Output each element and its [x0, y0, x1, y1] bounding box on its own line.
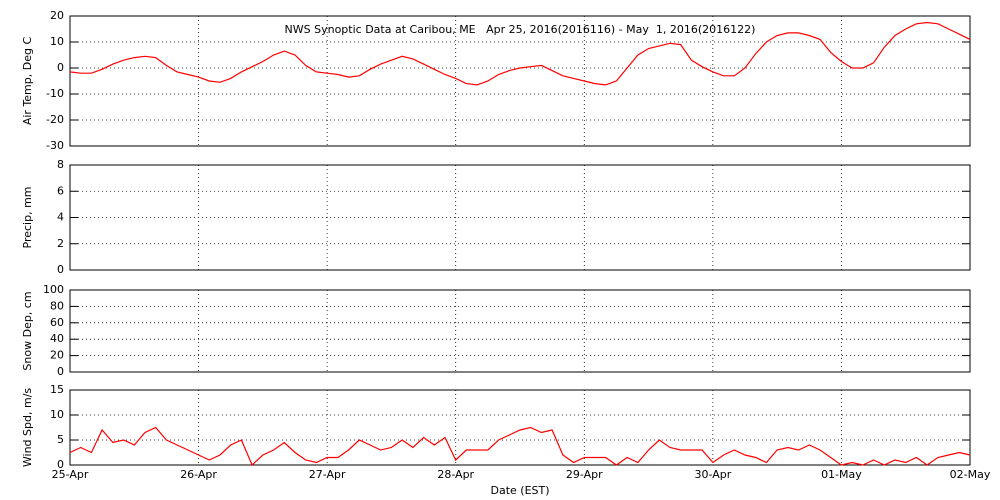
x-tick-label: 27-Apr — [309, 468, 346, 481]
y-tick-label: 5 — [57, 433, 64, 446]
y-tick-label: 20 — [50, 349, 64, 362]
y-tick-label: -20 — [46, 113, 64, 126]
y-axis-label: Precip, mm — [21, 187, 34, 249]
y-tick-label: 10 — [50, 35, 64, 48]
y-tick-label: 0 — [57, 458, 64, 471]
y-tick-label: -10 — [46, 87, 64, 100]
chart-title: NWS Synoptic Data at Caribou, ME Apr 25,… — [285, 23, 756, 36]
x-tick-label: 02-May — [950, 468, 991, 481]
x-tick-label: 01-May — [821, 468, 862, 481]
y-tick-label: 4 — [57, 211, 64, 224]
y-tick-label: -30 — [46, 139, 64, 152]
plot-frame — [69, 289, 971, 373]
y-tick-label: 10 — [50, 408, 64, 421]
x-tick-label: 26-Apr — [180, 468, 217, 481]
y-tick-label: 6 — [57, 184, 64, 197]
y-tick-label: 20 — [50, 9, 64, 22]
data-line — [69, 426, 971, 467]
plot-frame — [69, 389, 971, 466]
y-tick-label: 40 — [50, 332, 64, 345]
y-tick-label: 80 — [50, 299, 64, 312]
y-tick-label: 0 — [57, 263, 64, 276]
y-axis-label: Air Temp, Deg C — [21, 37, 34, 126]
x-tick-label: 25-Apr — [52, 468, 89, 481]
data-line — [69, 21, 971, 86]
x-tick-label: 30-Apr — [694, 468, 731, 481]
y-axis-label: Wind Spd, m/s — [21, 388, 34, 468]
y-axis-label: Snow Dep, cm — [21, 291, 34, 370]
x-tick-label: 29-Apr — [566, 468, 603, 481]
y-tick-label: 0 — [57, 61, 64, 74]
y-tick-label: 100 — [43, 283, 64, 296]
y-tick-label: 15 — [50, 383, 64, 396]
plot-frame — [69, 15, 971, 147]
x-tick-label: 28-Apr — [437, 468, 474, 481]
y-tick-label: 2 — [57, 237, 64, 250]
y-tick-label: 8 — [57, 158, 64, 171]
y-tick-label: 60 — [50, 316, 64, 329]
x-axis-label: Date (EST) — [490, 484, 549, 497]
y-tick-label: 0 — [57, 365, 64, 378]
